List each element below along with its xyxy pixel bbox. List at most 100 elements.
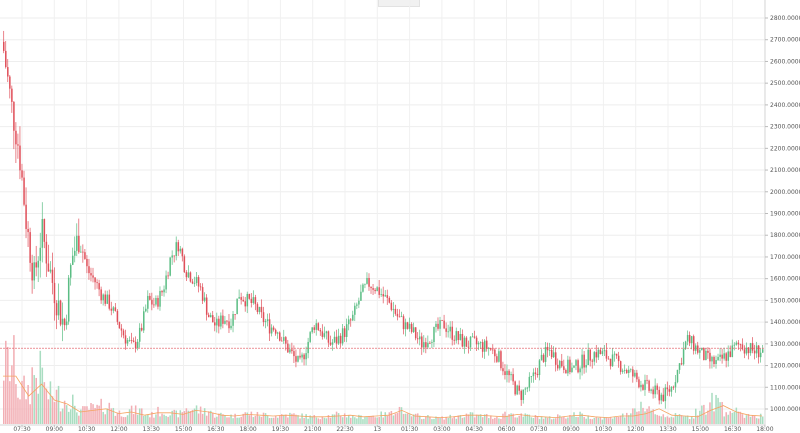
volume-bar (573, 412, 575, 424)
volume-bar (76, 412, 78, 424)
candle-body (272, 327, 275, 330)
volume-bar (617, 416, 620, 424)
volume-bar (175, 410, 178, 424)
volume-bar (335, 411, 338, 424)
candle-body (76, 235, 78, 251)
volume-bar (686, 415, 689, 424)
candle-body (435, 323, 437, 327)
volume-bar (528, 414, 531, 424)
volume-bar (498, 418, 500, 424)
volume-bar (680, 415, 683, 424)
volume-bar (374, 417, 376, 424)
candle-body (45, 241, 48, 264)
volume-bar (678, 414, 681, 424)
candle-body (173, 255, 175, 257)
volume-bar (575, 416, 577, 424)
volume-bar (506, 415, 508, 424)
volume-bar (240, 416, 242, 424)
candle-body (613, 353, 616, 355)
candle-body (43, 219, 46, 242)
volume-bar (212, 412, 214, 424)
volume-bar (165, 415, 167, 424)
candle-body (94, 277, 96, 283)
volume-bar (350, 417, 352, 424)
volume-bar (690, 416, 693, 424)
volume-bar (615, 416, 618, 424)
x-tick-label: 03:00 (433, 426, 450, 433)
x-tick-label: 16:30 (724, 426, 741, 433)
volume-bar (605, 417, 608, 424)
volume-bar (49, 381, 52, 424)
volume-bar (508, 414, 510, 424)
candle-body (63, 318, 66, 326)
candle-body (688, 334, 691, 344)
y-tick-label: 1300.00000 (770, 341, 800, 348)
candle-body (626, 369, 628, 374)
candle-body (191, 281, 194, 284)
candle-body (183, 256, 186, 273)
candle-body (268, 319, 271, 334)
candle-body (595, 352, 598, 358)
candle-body (15, 130, 17, 145)
candle-body (84, 252, 86, 259)
candle-body (461, 334, 464, 347)
volume-bar (234, 413, 236, 424)
candle-body (621, 370, 624, 372)
x-tick-label: 13:30 (143, 426, 160, 433)
candle-body (717, 356, 719, 361)
volume-bar (408, 414, 411, 424)
volume-bar (360, 415, 362, 424)
candle-body (120, 328, 123, 331)
candle-body (751, 343, 754, 351)
candle-body (609, 358, 612, 367)
candle-body (78, 235, 80, 253)
volume-bar (74, 405, 76, 424)
candle-body (404, 322, 407, 330)
candle-body (153, 304, 155, 306)
candle-body (638, 379, 640, 388)
volume-bar (151, 411, 153, 424)
x-tick-label: 18:00 (756, 426, 773, 433)
volume-bar (563, 416, 565, 424)
candle-body (451, 326, 454, 340)
volume-bar (345, 417, 348, 424)
candle-body (207, 314, 210, 318)
volume-bar (599, 417, 602, 424)
volume-bar (384, 412, 387, 424)
candle-body (676, 369, 679, 383)
candle-body (236, 298, 238, 315)
volume-bar (274, 415, 277, 424)
volume-bar (429, 416, 431, 424)
candle-body (116, 311, 119, 322)
candle-body (400, 316, 403, 318)
volume-bar (595, 417, 598, 424)
candle-body (358, 300, 360, 305)
volume-bar (739, 411, 742, 424)
candle-body (380, 294, 382, 295)
candle-body (439, 320, 441, 329)
candle-body (599, 349, 602, 355)
volume-bar (339, 415, 342, 424)
candle-body (134, 341, 137, 348)
volume-bar (7, 346, 9, 424)
volume-bar (244, 412, 247, 424)
candle-body (473, 336, 476, 338)
top-tab-handle[interactable] (378, 0, 420, 7)
candle-body (151, 299, 153, 305)
volume-bar (400, 407, 403, 424)
candle-body (132, 340, 135, 342)
volume-bar (733, 411, 736, 424)
volume-bar (37, 393, 40, 424)
volume-bar (301, 413, 303, 424)
volume-bar (189, 411, 192, 424)
candle-body (159, 291, 161, 307)
candle-body (654, 385, 656, 395)
candle-body (360, 291, 362, 301)
volume-bar (457, 415, 460, 424)
candle-body (739, 344, 742, 346)
candle-body (412, 327, 415, 332)
candle-body (209, 315, 212, 318)
candle-body (74, 250, 76, 256)
volume-bar (122, 417, 125, 424)
